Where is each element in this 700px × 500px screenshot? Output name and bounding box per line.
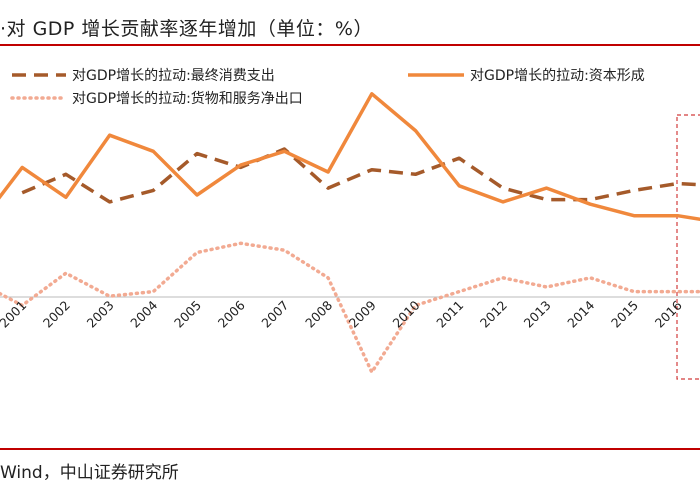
x-tick-label: 2016 bbox=[652, 297, 685, 330]
chart-title: ·对 GDP 增长贡献率逐年增加（单位：%） bbox=[0, 18, 373, 40]
series-capital bbox=[0, 92, 700, 221]
x-axis-ticks: 2001 2002 2003 2004 2005 2006 2007 2008 2009 2010… bbox=[0, 297, 685, 330]
series-net_exports bbox=[0, 241, 700, 374]
legend-label-capital: 对GDP增长的拉动:资本形成 bbox=[470, 68, 645, 84]
x-tick-label: 2002 bbox=[40, 298, 73, 331]
series-line-net_exports bbox=[0, 241, 700, 374]
series-line-capital bbox=[0, 92, 700, 221]
legend-label-consumption: 对GDP增长的拉动:最终消费支出 bbox=[72, 68, 275, 84]
data-point-consumption-2014 bbox=[588, 198, 592, 202]
x-tick-label: 2005 bbox=[171, 298, 204, 331]
legend: 对GDP增长的拉动:最终消费支出 对GDP增长的拉动:资本形成 对GDP增长的拉… bbox=[10, 68, 645, 107]
x-tick-label: 2008 bbox=[302, 297, 335, 330]
x-tick-label: 2010 bbox=[390, 297, 423, 330]
data-point-consumption-2012 bbox=[501, 186, 505, 190]
x-tick-label: 2013 bbox=[521, 298, 554, 331]
data-point-consumption-2016 bbox=[676, 182, 680, 186]
bottom-rule bbox=[0, 448, 700, 450]
source-note: Wind，中山证券研究所 bbox=[0, 463, 179, 483]
top-rule bbox=[0, 44, 700, 46]
data-point-consumption-2015 bbox=[632, 188, 636, 192]
x-tick-label: 2004 bbox=[127, 297, 160, 330]
x-tick-label: 2011 bbox=[433, 298, 466, 331]
legend-label-net-exports: 对GDP增长的拉动:货物和服务净出口 bbox=[72, 90, 303, 107]
x-tick-label: 2006 bbox=[215, 297, 248, 330]
series-line-consumption bbox=[21, 147, 700, 204]
x-tick-label: 2015 bbox=[608, 298, 641, 331]
x-tick-label: 2014 bbox=[564, 297, 597, 330]
x-tick-label: 2007 bbox=[258, 298, 291, 331]
line-chart: 对GDP增长的拉动:最终消费支出 对GDP增长的拉动:资本形成 对GDP增长的拉… bbox=[0, 68, 700, 380]
x-tick-label: 2003 bbox=[84, 298, 117, 331]
series-layer bbox=[0, 92, 700, 374]
x-tick-label: 2012 bbox=[477, 298, 510, 331]
highlight-box bbox=[676, 114, 700, 380]
x-tick-label: 2009 bbox=[346, 297, 379, 330]
series-consumption bbox=[21, 147, 700, 204]
data-point-consumption-2013 bbox=[545, 198, 549, 202]
